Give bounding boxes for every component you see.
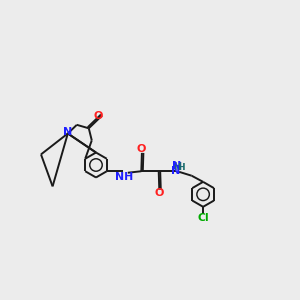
Text: O: O <box>94 111 103 121</box>
Text: O: O <box>154 188 164 199</box>
Text: Cl: Cl <box>197 213 209 223</box>
Text: H: H <box>177 163 185 172</box>
Text: N: N <box>172 161 181 171</box>
Text: O: O <box>136 144 146 154</box>
Text: H: H <box>172 162 181 172</box>
Text: N: N <box>63 127 72 137</box>
Text: NH: NH <box>115 172 133 182</box>
Text: N: N <box>172 166 181 176</box>
